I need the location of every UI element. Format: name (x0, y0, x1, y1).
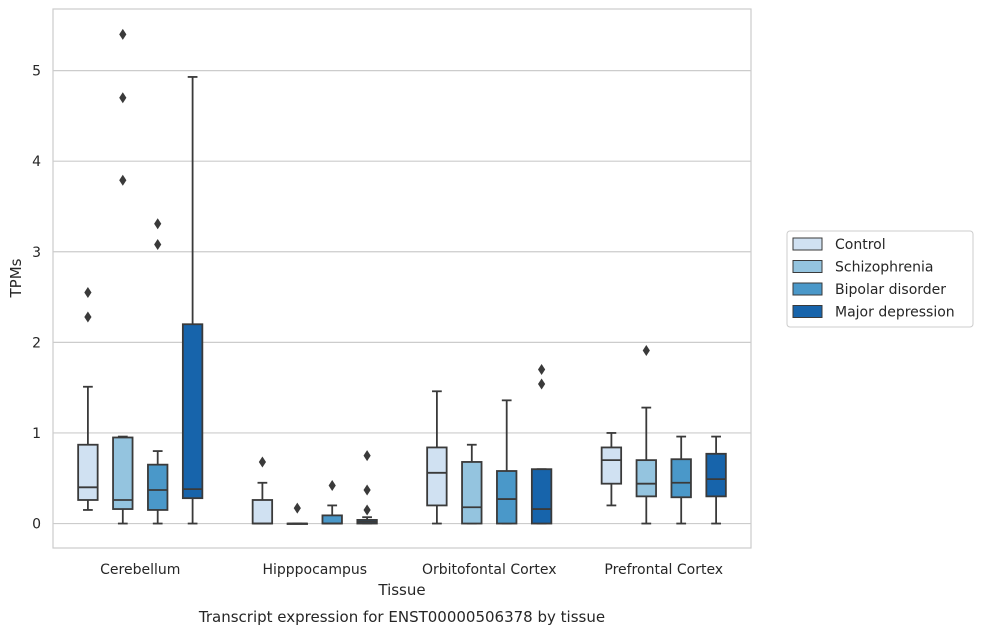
y-axis-label: TPMs (7, 258, 25, 298)
outlier-point (363, 450, 371, 462)
legend-swatch (792, 282, 823, 296)
x-axis-label: Tissue (377, 581, 425, 599)
x-tick-label: Orbitofontal Cortex (422, 562, 557, 578)
box-body (461, 461, 483, 525)
legend-label: Schizophrenia (835, 260, 933, 276)
y-tick-label: 0 (32, 517, 41, 533)
x-tick-label: Cerebellum (100, 562, 180, 578)
outlier-point (84, 287, 92, 299)
outlier-point (119, 92, 127, 104)
outlier-point (538, 364, 546, 376)
y-tick-label: 1 (32, 426, 41, 442)
x-tick-label: Prefrontal Cortex (604, 562, 723, 578)
box-3-2 (670, 435, 692, 525)
box-body (635, 459, 657, 498)
chart-caption: Transcript expression for ENST0000050637… (198, 608, 605, 626)
box-body (321, 514, 343, 525)
box-0-1 (112, 28, 134, 525)
box-body (705, 452, 727, 498)
box-1-1 (286, 502, 308, 525)
y-tick-labels: 0 1 2 3 4 5 (32, 64, 41, 533)
y-tick-label: 3 (32, 245, 41, 261)
box-body (147, 463, 169, 511)
box-3-3 (705, 435, 727, 525)
legend-swatch (792, 260, 823, 273)
outlier-point (328, 479, 336, 491)
y-tick-label: 4 (32, 154, 41, 170)
box-body (496, 470, 518, 525)
outlier-point (119, 174, 127, 186)
box-body (251, 499, 274, 525)
box-0-2 (147, 218, 169, 525)
box-2-3 (530, 364, 553, 525)
legend-label: Major depression (835, 305, 955, 321)
y-tick-label: 5 (32, 64, 41, 80)
legend-label: Control (835, 237, 886, 253)
box-body (77, 443, 99, 501)
box-1-3 (356, 450, 378, 525)
box-3-0 (600, 432, 623, 507)
box-0-0 (77, 287, 99, 511)
box-3-1 (635, 345, 657, 525)
legend-swatch (792, 237, 823, 251)
outlier-point (154, 239, 162, 251)
box-2-0 (426, 390, 448, 525)
gridlines (53, 69, 751, 525)
box-1-0 (251, 456, 274, 525)
outlier-point (258, 456, 266, 468)
box-body (426, 446, 448, 507)
box-1-2 (321, 479, 343, 525)
outlier-point (363, 484, 371, 496)
outlier-point (84, 311, 92, 323)
box-2-1 (461, 443, 483, 525)
outlier-point (363, 504, 371, 516)
x-tick-labels: Cerebellum Hipppocampus Orbitofontal Corte… (100, 562, 723, 578)
plot-area-frame (52, 8, 752, 549)
outlier-point (642, 345, 650, 357)
legend-label: Bipolar disorder (835, 282, 946, 298)
outlier-point (538, 378, 546, 390)
box-body (181, 323, 204, 500)
outlier-point (119, 28, 127, 40)
box-2-2 (496, 399, 518, 525)
outlier-point (293, 502, 301, 514)
y-tick-label: 2 (32, 335, 41, 351)
box-layer (77, 28, 727, 525)
box-body (670, 458, 692, 499)
legend-frame (786, 230, 974, 328)
outlier-point (154, 218, 162, 230)
box-body (530, 468, 553, 525)
x-tick-label: Hipppocampus (262, 562, 367, 578)
legend-swatch (792, 305, 823, 318)
legend: Control Schizophrenia Bipolar disorder Majo… (786, 230, 974, 328)
box-0-3 (181, 76, 204, 525)
box-body (112, 436, 134, 510)
box-body (600, 446, 623, 485)
